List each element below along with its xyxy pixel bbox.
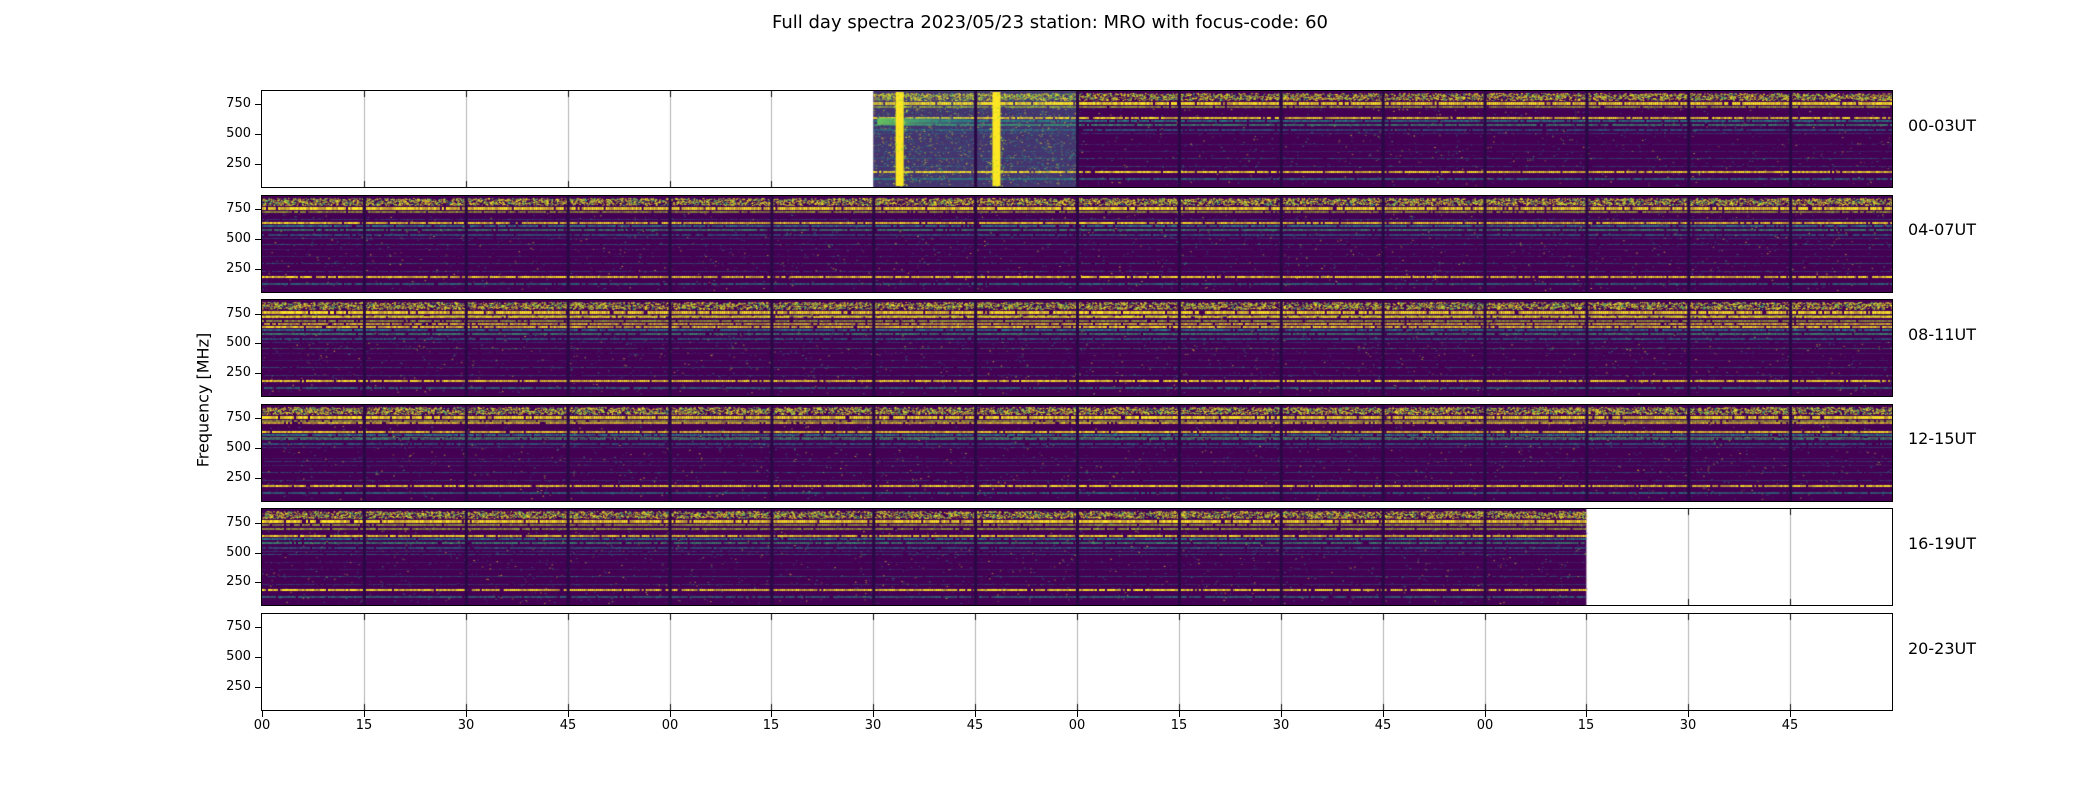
- y-tick-mark: [255, 448, 261, 449]
- x-tick-label: 00: [661, 718, 679, 733]
- row-label-04-07UT: 04-07UT: [1908, 220, 1976, 239]
- spectrogram-row-04-07UT: [261, 194, 1893, 293]
- y-tick-mark: [255, 164, 261, 165]
- row-label-00-03UT: 00-03UT: [1908, 116, 1976, 135]
- x-tick-mark: [1077, 711, 1078, 717]
- x-tick-mark: [568, 711, 569, 717]
- y-tick-mark: [255, 209, 261, 210]
- x-tick-label: 45: [1781, 718, 1799, 733]
- y-tick-label: 500: [226, 231, 251, 246]
- x-tick-mark: [466, 711, 467, 717]
- row-label-08-11UT: 08-11UT: [1908, 325, 1976, 344]
- y-tick-label: 750: [226, 515, 251, 530]
- x-tick-mark: [873, 711, 874, 717]
- y-tick-mark: [255, 134, 261, 135]
- y-tick-label: 500: [226, 126, 251, 141]
- y-tick-mark: [255, 657, 261, 658]
- y-tick-label: 750: [226, 306, 251, 321]
- x-tick-label: 45: [1374, 718, 1392, 733]
- y-tick-mark: [255, 627, 261, 628]
- y-tick-mark: [255, 239, 261, 240]
- y-tick-mark: [255, 104, 261, 105]
- y-tick-label: 500: [226, 440, 251, 455]
- y-tick-mark: [255, 687, 261, 688]
- x-tick-mark: [1485, 711, 1486, 717]
- y-tick-label: 250: [226, 261, 251, 276]
- x-tick-label: 00: [253, 718, 271, 733]
- y-tick-label: 250: [226, 470, 251, 485]
- x-tick-mark: [1586, 711, 1587, 717]
- spectrogram-row-20-23UT: [261, 613, 1893, 711]
- y-tick-label: 250: [226, 679, 251, 694]
- x-tick-mark: [975, 711, 976, 717]
- x-tick-label: 00: [1476, 718, 1494, 733]
- row-label-16-19UT: 16-19UT: [1908, 534, 1976, 553]
- x-tick-mark: [262, 711, 263, 717]
- row-label-20-23UT: 20-23UT: [1908, 639, 1976, 658]
- x-tick-mark: [1179, 711, 1180, 717]
- y-tick-mark: [255, 478, 261, 479]
- x-tick-mark: [1790, 711, 1791, 717]
- y-tick-label: 750: [226, 96, 251, 111]
- y-tick-mark: [255, 553, 261, 554]
- y-tick-label: 250: [226, 574, 251, 589]
- x-tick-mark: [1688, 711, 1689, 717]
- y-tick-label: 500: [226, 649, 251, 664]
- y-tick-label: 750: [226, 619, 251, 634]
- row-label-12-15UT: 12-15UT: [1908, 429, 1976, 448]
- x-tick-label: 30: [1679, 718, 1697, 733]
- spectrogram-row-12-15UT: [261, 403, 1893, 502]
- y-tick-mark: [255, 582, 261, 583]
- y-tick-mark: [255, 373, 261, 374]
- y-tick-label: 500: [226, 335, 251, 350]
- x-tick-mark: [771, 711, 772, 717]
- y-axis-label: Frequency [MHz]: [193, 332, 213, 468]
- x-tick-label: 45: [966, 718, 984, 733]
- x-tick-mark: [1383, 711, 1384, 717]
- y-tick-mark: [255, 343, 261, 344]
- figure-title: Full day spectra 2023/05/23 station: MRO…: [772, 12, 1328, 33]
- x-tick-mark: [670, 711, 671, 717]
- y-tick-mark: [255, 418, 261, 419]
- x-tick-mark: [1281, 711, 1282, 717]
- x-tick-label: 15: [355, 718, 373, 733]
- x-tick-label: 45: [559, 718, 577, 733]
- spectrogram-row-00-03UT: [261, 90, 1893, 188]
- x-tick-label: 30: [457, 718, 475, 733]
- x-tick-label: 15: [1170, 718, 1188, 733]
- y-tick-mark: [255, 314, 261, 315]
- x-tick-label: 15: [762, 718, 780, 733]
- x-tick-label: 00: [1068, 718, 1086, 733]
- y-tick-label: 250: [226, 365, 251, 380]
- y-tick-label: 750: [226, 201, 251, 216]
- y-tick-mark: [255, 269, 261, 270]
- y-tick-label: 750: [226, 410, 251, 425]
- y-tick-mark: [255, 523, 261, 524]
- y-tick-label: 500: [226, 545, 251, 560]
- x-tick-label: 30: [1272, 718, 1290, 733]
- x-tick-label: 15: [1577, 718, 1595, 733]
- y-tick-label: 250: [226, 156, 251, 171]
- x-tick-label: 30: [864, 718, 882, 733]
- spectrogram-row-16-19UT: [261, 508, 1893, 607]
- x-tick-mark: [364, 711, 365, 717]
- spectrogram-row-08-11UT: [261, 299, 1893, 398]
